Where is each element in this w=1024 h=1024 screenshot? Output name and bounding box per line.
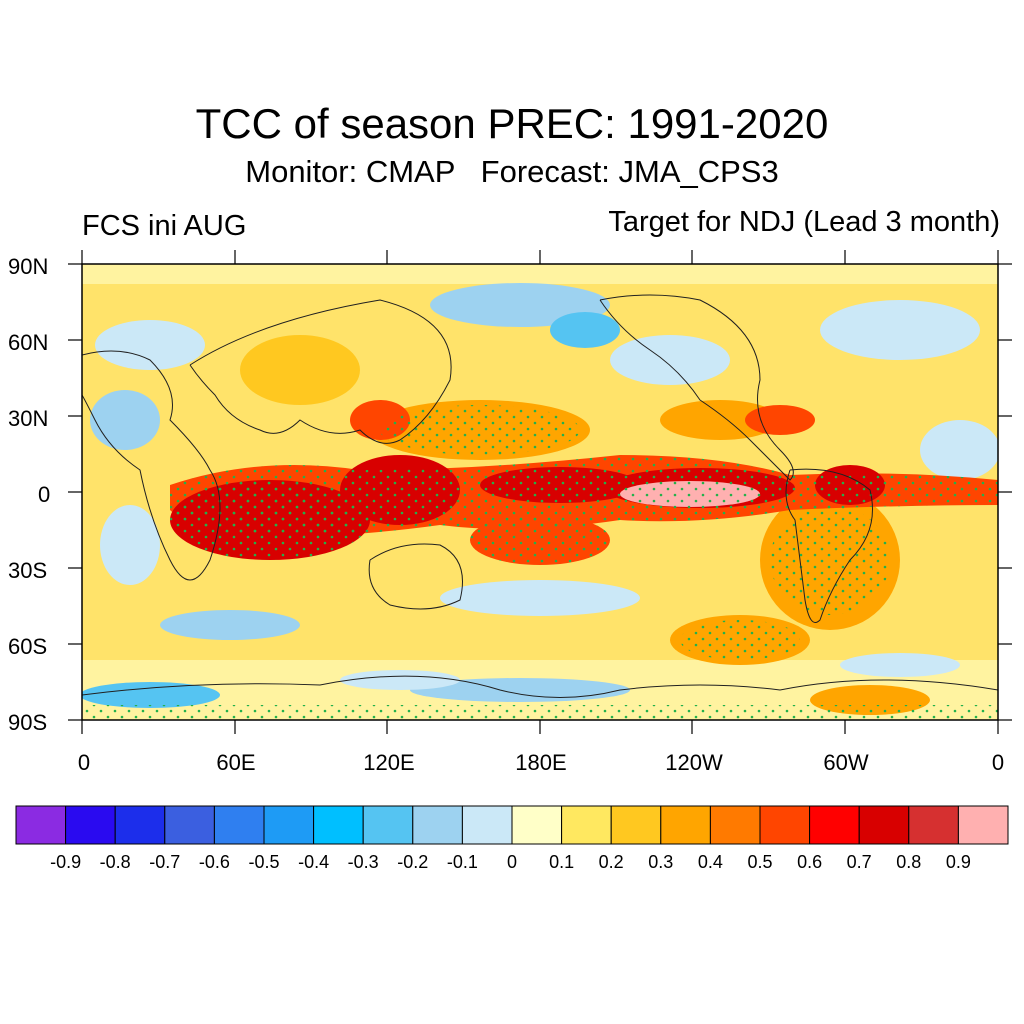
initial-month-label: FCS ini AUG <box>82 210 247 242</box>
colorbar-label: -0.2 <box>397 852 429 872</box>
correlation-field <box>82 264 998 720</box>
south-pacific-negative <box>440 580 640 616</box>
colorbar-label: 0.5 <box>747 852 773 872</box>
target-season-label: Target for NDJ (Lead 3 month) <box>608 206 1000 238</box>
colorbar-box <box>362 805 414 845</box>
lon-label-60e: 60E <box>216 750 256 775</box>
colorbar-label: -0.6 <box>198 852 230 872</box>
lon-label-60w: 60W <box>823 750 869 775</box>
colorbar-label: -0.7 <box>149 852 181 872</box>
colorbar-box <box>213 805 265 845</box>
colorbar-label: 0.9 <box>945 852 971 872</box>
lat-label-60n: 60N <box>8 330 49 355</box>
lon-label-0: 0 <box>77 750 91 775</box>
chart-title: TCC of season PREC: 1991-2020 <box>195 100 829 147</box>
coastlines <box>82 294 998 698</box>
colorbar-box <box>809 805 860 845</box>
colorbar-label: -0.8 <box>99 852 131 872</box>
lon-label-180e: 180E <box>515 750 567 775</box>
colorbar-label: -0.4 <box>298 852 330 872</box>
lat-label-90n: 90N <box>8 254 49 279</box>
colorbar-box <box>858 805 910 845</box>
colorbar-box <box>709 805 761 845</box>
colorbar-box <box>263 805 315 845</box>
colorbar-box <box>561 805 612 845</box>
colorbar-label: -0.1 <box>446 852 478 872</box>
colorbar-label: -0.3 <box>347 852 379 872</box>
colorbar-box <box>412 805 463 845</box>
colorbar-label: 0.8 <box>896 852 922 872</box>
colorbar <box>15 805 1009 845</box>
lat-label-eq: 0 <box>38 482 51 507</box>
lon-label-120w: 120W <box>665 750 723 775</box>
colorbar-label: -0.9 <box>50 852 82 872</box>
lat-label-60s: 60S <box>8 634 48 659</box>
colorbar-box <box>461 805 513 845</box>
lat-label-30n: 30N <box>8 406 49 431</box>
colorbar-box <box>759 805 811 845</box>
significance-stipple <box>170 455 998 537</box>
colorbar-label: 0.7 <box>846 852 872 872</box>
colorbar-box <box>660 805 711 845</box>
axis-ticks <box>68 250 1012 734</box>
colorbar-box <box>114 805 166 845</box>
colorbar-box <box>908 805 959 845</box>
chart-subtitle: Monitor: CMAP Forecast: JMA_CPS3 <box>245 154 779 189</box>
antarctic-negative <box>82 682 220 708</box>
colorbar-label: 0.6 <box>797 852 823 872</box>
colorbar-box <box>65 805 116 845</box>
lat-label-90s: 90S <box>8 710 48 735</box>
colorbar-label: 0.1 <box>549 852 575 872</box>
colorbar-box <box>957 805 1009 845</box>
colorbar-label: -0.5 <box>248 852 280 872</box>
colorbar-label: 0.2 <box>598 852 624 872</box>
lat-label-30s: 30S <box>8 558 48 583</box>
colorbar-box <box>511 805 563 845</box>
colorbar-box <box>313 805 364 845</box>
colorbar-box <box>15 805 67 845</box>
colorbar-label: 0 <box>506 852 517 872</box>
colorbar-label: 0.3 <box>648 852 674 872</box>
colorbar-box <box>164 805 215 845</box>
colorbar-label: 0.4 <box>697 852 723 872</box>
lon-label-120e: 120E <box>363 750 415 775</box>
lon-label-360: 0 <box>991 750 1005 775</box>
colorbar-box <box>610 805 662 845</box>
